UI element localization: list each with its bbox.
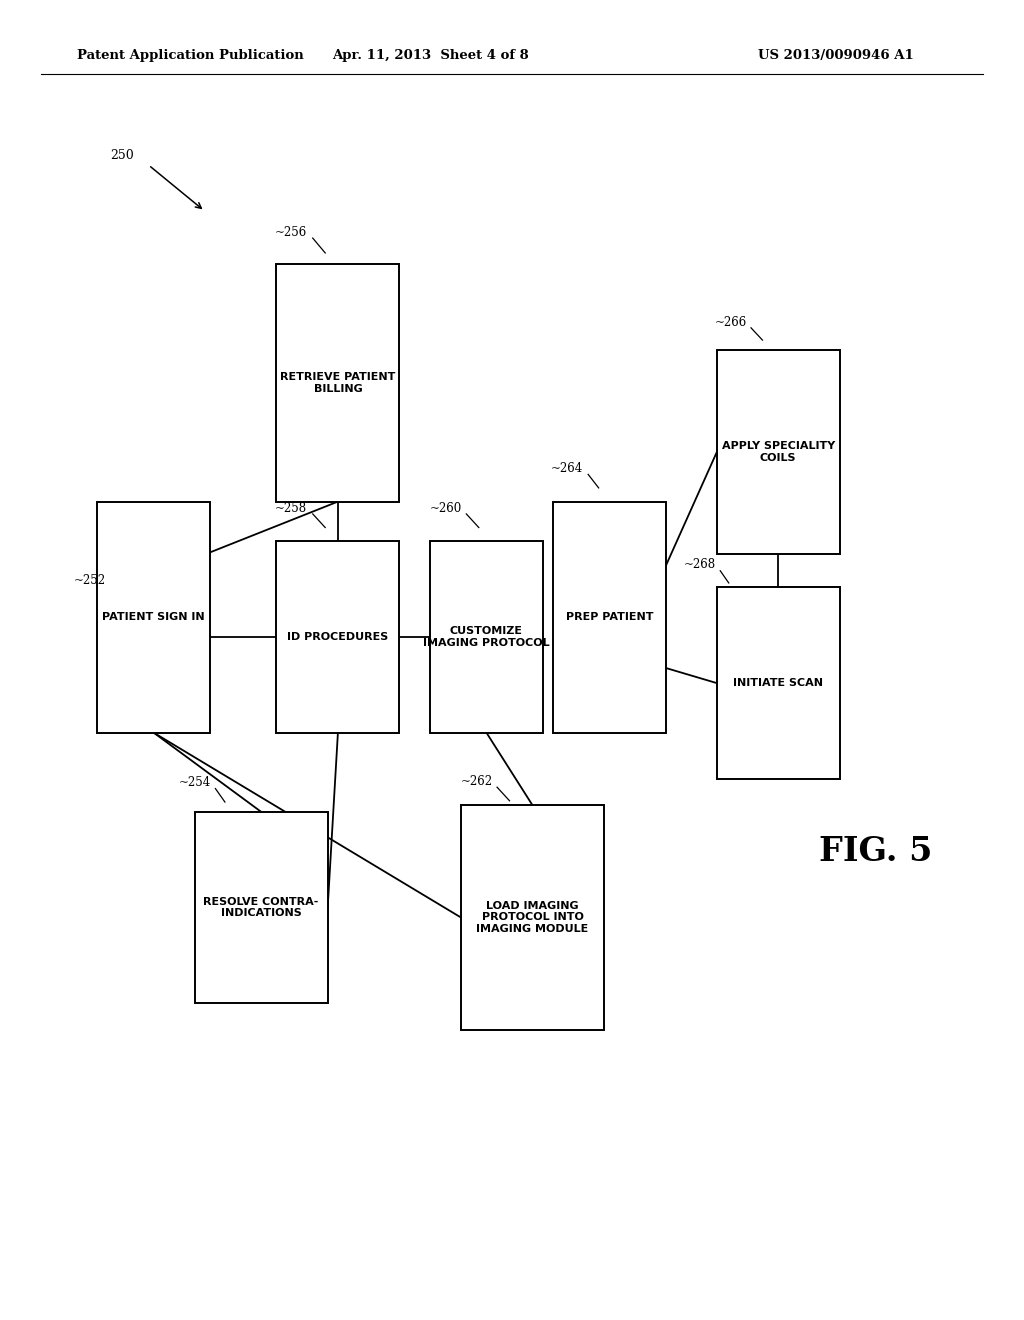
FancyBboxPatch shape (97, 502, 210, 733)
Text: ~256: ~256 (274, 226, 306, 239)
Text: Apr. 11, 2013  Sheet 4 of 8: Apr. 11, 2013 Sheet 4 of 8 (332, 49, 528, 62)
Text: Patent Application Publication: Patent Application Publication (77, 49, 303, 62)
Text: FIG. 5: FIG. 5 (819, 836, 933, 869)
FancyBboxPatch shape (717, 350, 840, 554)
Text: ID PROCEDURES: ID PROCEDURES (288, 632, 388, 642)
Text: INITIATE SCAN: INITIATE SCAN (733, 678, 823, 688)
Text: PATIENT SIGN IN: PATIENT SIGN IN (102, 612, 205, 622)
Text: ~264: ~264 (551, 462, 583, 475)
Text: RESOLVE CONTRA-
INDICATIONS: RESOLVE CONTRA- INDICATIONS (204, 896, 318, 919)
Text: APPLY SPECIALITY
COILS: APPLY SPECIALITY COILS (722, 441, 835, 463)
FancyBboxPatch shape (276, 264, 399, 502)
FancyBboxPatch shape (195, 812, 328, 1003)
Text: ~254: ~254 (179, 776, 211, 789)
FancyBboxPatch shape (717, 587, 840, 779)
Text: PREP PATIENT: PREP PATIENT (565, 612, 653, 622)
Text: ~266: ~266 (715, 315, 746, 329)
Text: ~252: ~252 (74, 574, 105, 587)
Text: ~260: ~260 (430, 502, 462, 515)
Text: ~262: ~262 (461, 775, 493, 788)
Text: LOAD IMAGING
PROTOCOL INTO
IMAGING MODULE: LOAD IMAGING PROTOCOL INTO IMAGING MODUL… (476, 900, 589, 935)
FancyBboxPatch shape (276, 541, 399, 733)
Text: US 2013/0090946 A1: US 2013/0090946 A1 (758, 49, 913, 62)
Text: ~258: ~258 (274, 502, 306, 515)
FancyBboxPatch shape (553, 502, 666, 733)
FancyBboxPatch shape (461, 805, 604, 1030)
Text: 250: 250 (111, 149, 134, 162)
Text: ~268: ~268 (684, 558, 716, 572)
FancyBboxPatch shape (430, 541, 543, 733)
Text: RETRIEVE PATIENT
BILLING: RETRIEVE PATIENT BILLING (281, 372, 395, 393)
Text: CUSTOMIZE
IMAGING PROTOCOL: CUSTOMIZE IMAGING PROTOCOL (423, 626, 550, 648)
